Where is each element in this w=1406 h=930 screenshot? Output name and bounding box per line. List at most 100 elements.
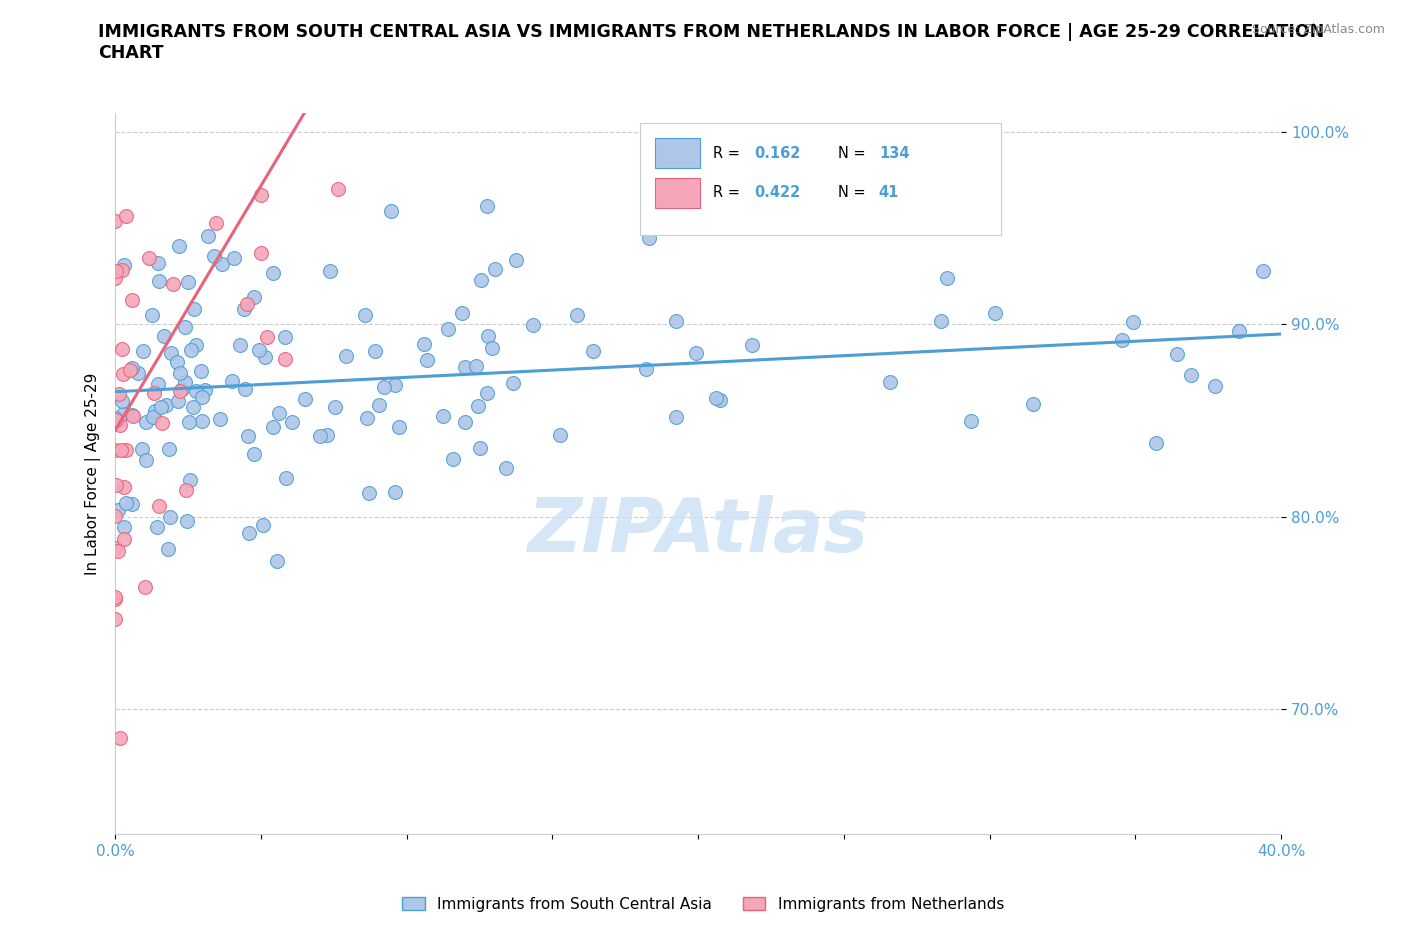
Point [936,271,959,286]
Point [169,365,191,380]
Point [141,308,163,323]
Point [565,307,588,322]
Point [142,410,165,425]
Point [112,480,135,495]
Point [477,328,499,343]
Point [249,246,271,260]
Point [159,510,181,525]
Point [250,188,273,203]
Point [169,384,191,399]
Point [180,342,202,357]
Text: N =: N = [838,184,870,200]
Point [184,338,207,352]
Point [638,231,661,246]
Point [104,214,127,229]
Point [709,393,731,408]
Point [741,338,763,352]
Text: 0.422: 0.422 [754,184,800,200]
Point [105,412,128,427]
Point [186,383,208,398]
Point [181,399,204,414]
FancyBboxPatch shape [655,138,700,168]
Point [475,385,498,400]
Point [413,337,436,352]
Point [115,495,138,510]
Point [108,387,131,402]
Point [204,216,226,231]
Point [380,204,402,219]
Point [155,398,177,413]
Point [280,415,302,430]
Point [191,390,214,405]
Point [121,407,143,422]
Point [111,366,134,381]
Point [112,406,135,421]
Text: N =: N = [838,146,870,161]
Point [166,394,188,409]
Text: 0.162: 0.162 [754,146,800,161]
Point [443,452,465,467]
Point [131,442,153,457]
Point [114,443,136,458]
Point [309,429,332,444]
Point [107,543,129,558]
Point [262,265,284,280]
Point [252,517,274,532]
Point [356,410,378,425]
Point [388,419,411,434]
Text: R =: R = [713,184,745,200]
Point [110,731,132,746]
Point [229,338,252,352]
Point [110,394,132,409]
Point [274,329,297,344]
Y-axis label: In Labor Force | Age 25-29: In Labor Force | Age 25-29 [86,372,101,575]
Point [190,414,212,429]
Point [202,248,225,263]
Point [176,513,198,528]
Point [148,273,170,288]
Point [111,341,134,356]
Point [704,391,727,405]
Point [274,471,297,485]
Point [323,400,346,415]
Point [1111,333,1133,348]
Point [522,317,544,332]
Point [104,509,127,524]
Point [142,386,165,401]
Point [104,410,127,425]
Point [172,381,194,396]
Point [357,485,380,500]
FancyBboxPatch shape [640,124,1001,235]
Point [153,328,176,343]
Point [104,540,127,555]
Point [243,290,266,305]
Point [138,250,160,265]
Point [254,349,277,364]
Point [450,306,472,321]
Point [135,415,157,430]
Point [484,261,506,276]
Point [143,404,166,418]
Point [1144,435,1167,450]
Point [166,354,188,369]
Point [157,442,180,457]
Point [146,520,169,535]
Text: 41: 41 [879,184,900,200]
Text: R =: R = [713,146,745,161]
Point [1022,396,1045,411]
Point [437,321,460,336]
Point [685,345,707,360]
Point [481,340,503,355]
Point [104,590,127,604]
Point [134,579,156,594]
Point [243,446,266,461]
Point [148,498,170,513]
Point [505,253,527,268]
Text: IMMIGRANTS FROM SOUTH CENTRAL ASIA VS IMMIGRANTS FROM NETHERLANDS IN LABOR FORCE: IMMIGRANTS FROM SOUTH CENTRAL ASIA VS IM… [98,23,1324,62]
Point [208,411,231,426]
Point [432,408,454,423]
Point [105,263,128,278]
Point [177,415,200,430]
Point [1180,367,1202,382]
Point [262,419,284,434]
